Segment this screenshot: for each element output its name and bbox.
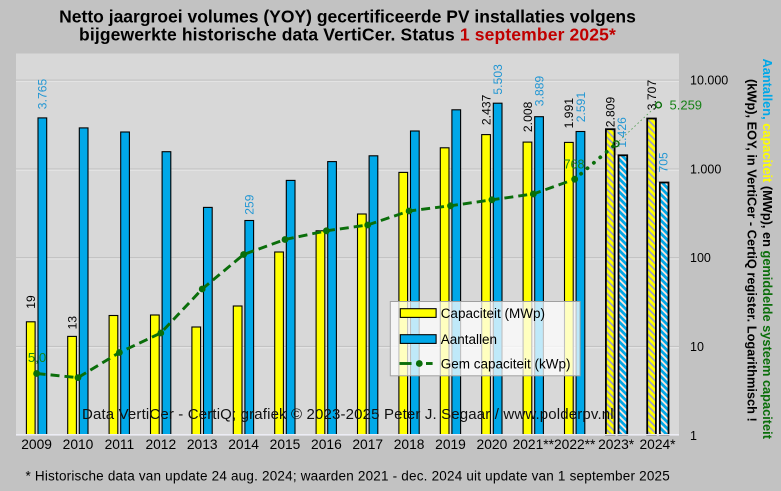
svg-text:705: 705 <box>657 152 671 173</box>
svg-text:2018: 2018 <box>394 437 425 452</box>
svg-text:2017: 2017 <box>352 437 383 452</box>
svg-text:* Historische data van update: * Historische data van update 24 aug. 20… <box>26 469 670 484</box>
svg-text:2013: 2013 <box>187 437 218 452</box>
svg-text:2012: 2012 <box>145 437 176 452</box>
svg-text:5,0: 5,0 <box>28 350 46 365</box>
svg-text:Gem capaciteit (kWp): Gem capaciteit (kWp) <box>441 356 571 371</box>
svg-text:10.000: 10.000 <box>690 74 728 88</box>
svg-text:bijgewerkte historische data V: bijgewerkte historische data VertiCer. S… <box>79 25 616 45</box>
svg-text:10: 10 <box>690 340 704 354</box>
svg-text:2015: 2015 <box>270 437 301 452</box>
svg-text:Aantallen, capaciteit (MWp), e: Aantallen, capaciteit (MWp), en gemiddel… <box>760 59 775 440</box>
svg-text:2010: 2010 <box>63 437 94 452</box>
svg-text:Aantallen: Aantallen <box>441 332 497 347</box>
svg-text:2.437: 2.437 <box>479 94 493 125</box>
svg-text:1.991: 1.991 <box>562 98 576 129</box>
svg-text:3.707: 3.707 <box>645 80 659 111</box>
svg-text:1.000: 1.000 <box>690 163 721 177</box>
svg-text:3.889: 3.889 <box>532 75 546 106</box>
svg-text:2021**: 2021** <box>513 437 555 452</box>
svg-text:2.008: 2.008 <box>521 101 535 132</box>
svg-text:2020: 2020 <box>477 437 508 452</box>
svg-text:100: 100 <box>690 251 711 265</box>
svg-text:2023*: 2023* <box>598 437 635 452</box>
svg-text:2014: 2014 <box>228 437 259 452</box>
svg-text:Capaciteit (MWp): Capaciteit (MWp) <box>441 306 545 321</box>
svg-text:2.591: 2.591 <box>574 92 588 123</box>
svg-text:2024*: 2024* <box>639 437 676 452</box>
svg-text:13: 13 <box>65 316 79 330</box>
svg-text:Data VertiCer - CertiQ; grafie: Data VertiCer - CertiQ; grafiek © 2023-2… <box>82 406 614 423</box>
svg-text:2009: 2009 <box>21 437 52 452</box>
svg-text:1.426: 1.426 <box>615 117 629 148</box>
svg-text:2.809: 2.809 <box>604 96 618 127</box>
svg-text:2016: 2016 <box>311 437 342 452</box>
svg-text:2011: 2011 <box>105 437 135 452</box>
svg-text:5.259: 5.259 <box>670 98 703 113</box>
svg-text:259: 259 <box>243 194 257 215</box>
svg-text:(kWp), EOY, in VertiCer - Cert: (kWp), EOY, in VertiCer - CertiQ registe… <box>745 79 760 422</box>
svg-text:Netto jaargroei volumes (YOY): Netto jaargroei volumes (YOY) gecertific… <box>59 7 636 27</box>
svg-text:3.765: 3.765 <box>36 78 50 109</box>
svg-text:2022**: 2022** <box>554 437 596 452</box>
svg-text:2019: 2019 <box>435 437 466 452</box>
svg-text:768: 768 <box>564 158 585 172</box>
svg-text:19: 19 <box>24 295 38 309</box>
svg-text:5.503: 5.503 <box>491 64 505 95</box>
svg-text:1: 1 <box>690 429 697 443</box>
